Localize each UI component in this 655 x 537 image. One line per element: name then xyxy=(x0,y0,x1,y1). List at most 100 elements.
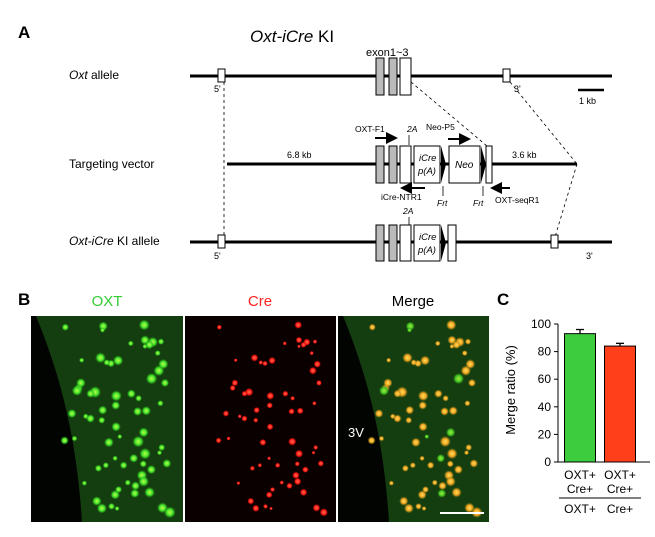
two-a-top: 2A xyxy=(406,124,418,134)
oxt-cell xyxy=(145,372,158,385)
oxt-cell xyxy=(156,449,163,456)
cre-cell xyxy=(309,350,314,356)
oxt-cell xyxy=(132,435,145,448)
oxt-cell xyxy=(114,505,120,512)
ki-five-prime: 5' xyxy=(214,251,221,261)
category-numerator-bottom-1: Cre+ xyxy=(567,482,593,496)
exon-label: exon1~3 xyxy=(366,47,409,59)
cre-cell xyxy=(266,402,273,409)
merge-cell-colocalized xyxy=(403,503,414,514)
oxt-cell xyxy=(117,434,123,440)
primer-oxt-f1: OXT-F1 xyxy=(355,124,385,134)
merge-cell-colocalized xyxy=(426,461,435,470)
oxt-cell xyxy=(145,340,154,350)
oxt-cell xyxy=(103,359,111,366)
merge-cell-colocalized xyxy=(464,338,472,345)
merge-cell-colocalized xyxy=(440,406,450,416)
oxt-cell xyxy=(163,506,176,519)
cre-cell xyxy=(282,390,289,397)
two-a-bottom: 2A xyxy=(402,206,414,216)
merge-cell-oxt-only xyxy=(378,385,390,396)
oxt-cell xyxy=(75,377,86,388)
frt-left-label: Frt xyxy=(437,198,448,208)
panel-a-title-italic: Oxt-iCre xyxy=(250,27,313,46)
cre-cell xyxy=(267,456,272,461)
category-denominator-2: Cre+ xyxy=(607,502,633,516)
merge-cell-colocalized xyxy=(465,358,476,370)
merge-cell-colocalized xyxy=(419,355,431,366)
exon2 xyxy=(388,57,398,96)
frt-right-label: Frt xyxy=(473,198,484,208)
tv-frt-right xyxy=(481,146,486,183)
oxt-cell xyxy=(98,416,106,424)
oxt-cell xyxy=(111,400,121,411)
cre-cell xyxy=(249,465,255,471)
panel-c-letter: C xyxy=(497,290,509,309)
oxt-cell xyxy=(141,405,152,416)
cre-cell xyxy=(299,488,308,497)
tv-neo-label: Neo xyxy=(455,160,474,171)
cre-cell xyxy=(253,417,259,423)
merge-cell-colocalized xyxy=(446,460,454,468)
merge-cell-colocalized xyxy=(467,378,477,388)
oxt-cell xyxy=(139,447,152,460)
oxt-cell xyxy=(61,323,70,331)
exon1 xyxy=(375,57,385,96)
oxt-cell xyxy=(60,436,69,445)
oxt-five-prime: 5' xyxy=(214,84,221,94)
panel-b: B OXT Cre Merge 3V xyxy=(18,290,489,522)
y-tick-label: 20 xyxy=(538,427,552,441)
merge-cell-colocalized xyxy=(367,436,376,445)
oxt-cell-cluster xyxy=(60,319,176,519)
tv-exon3 xyxy=(399,145,412,184)
cre-cell xyxy=(266,423,274,431)
merge-cell-colocalized xyxy=(418,401,428,410)
row-label-ki-allele: Oxt-iCre KI allele xyxy=(69,234,160,248)
arm-right-label: 3.6 kb xyxy=(512,150,537,160)
panel-a-title: Oxt-iCre KI xyxy=(250,27,334,46)
cre-cell xyxy=(317,460,325,467)
merge-cell-colocalized xyxy=(388,480,395,486)
merge-cell-colocalized xyxy=(405,405,415,415)
merge-cell-colocalized xyxy=(431,479,438,486)
merge-cell-colocalized xyxy=(434,340,441,347)
tv-exon1 xyxy=(375,145,385,184)
merge-cell-colocalized xyxy=(469,459,479,468)
image-merge: 3V xyxy=(338,316,489,522)
y-tick-label: 40 xyxy=(538,400,552,414)
bar-2 xyxy=(604,345,636,463)
image-oxt xyxy=(31,316,183,522)
cre-cell xyxy=(288,437,297,446)
merge-cell-colocalized xyxy=(448,406,458,416)
cre-cell xyxy=(313,360,322,368)
oxt-cell xyxy=(91,496,102,507)
oxt-cell xyxy=(103,437,114,448)
merge-cell-colocalized xyxy=(402,352,413,364)
panel-c: C Merge ratio (%) 020406080100OXT+Cre+OX… xyxy=(497,290,650,516)
merge-cell-colocalized xyxy=(409,462,416,469)
oxt-cell xyxy=(107,502,116,510)
merge-cell-colocalized xyxy=(368,323,376,331)
primer-oxt-seqr1: OXT-seqR1 xyxy=(495,195,540,205)
oxt-cell xyxy=(135,394,143,402)
merge-cell-colocalized xyxy=(401,464,409,472)
cre-cell xyxy=(295,336,303,344)
oxt-cell xyxy=(144,486,156,498)
ki-exon2 xyxy=(388,224,398,262)
cre-cell xyxy=(302,466,309,473)
merge-cell-colocalized xyxy=(439,435,452,448)
y-axis-label: Merge ratio (%) xyxy=(503,345,518,435)
ki-three-prime: 3' xyxy=(586,251,593,261)
merge-cell-colocalized xyxy=(464,400,471,407)
oxt-cell xyxy=(112,455,118,462)
merge-cell-colocalized xyxy=(465,444,473,451)
cre-cell xyxy=(215,437,222,444)
oxt-cell xyxy=(157,338,165,345)
bar-1 xyxy=(564,333,596,463)
merge-cell-colocalized xyxy=(393,414,402,423)
merge-cell-colocalized xyxy=(442,394,449,402)
cre-cell xyxy=(292,471,300,480)
oxt-cell xyxy=(71,435,78,442)
title-cre: Cre xyxy=(248,293,272,310)
cre-cell xyxy=(294,449,304,458)
